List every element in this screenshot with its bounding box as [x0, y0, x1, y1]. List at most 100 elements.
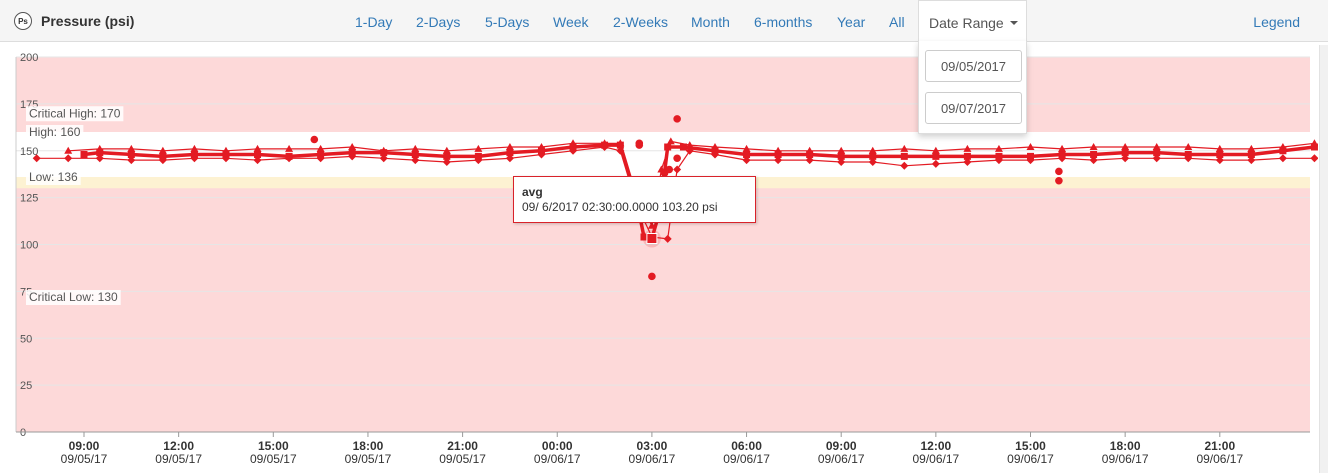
x-tick-time: 18:00 [1110, 439, 1141, 453]
series-point-avg [254, 151, 262, 158]
caret-down-icon [1010, 21, 1018, 25]
series-point-avg [1279, 147, 1287, 155]
series-point-max [900, 144, 909, 152]
tab-1-day[interactable]: 1-Day [355, 14, 393, 30]
series-point-max [379, 146, 388, 154]
series-point-min [805, 156, 814, 165]
threshold-label: High: 160 [26, 125, 84, 140]
pressure-chart: 0255075100125150175200Critical High: 170… [15, 52, 1318, 466]
x-tick-date: 09/05/17 [250, 452, 297, 466]
series-point-max [158, 146, 167, 154]
tab-6-months[interactable]: 6-months [754, 14, 813, 30]
threshold-label-text: Low: 136 [29, 170, 78, 184]
series-point-min [1089, 156, 1098, 165]
tab-all[interactable]: All [889, 14, 905, 30]
end-date-input[interactable] [925, 92, 1022, 124]
tab-2-weeks[interactable]: 2-Weeks [613, 14, 668, 30]
series-point-avg [664, 143, 672, 151]
series-point-min [1184, 154, 1193, 163]
series-point-avg [1121, 149, 1129, 157]
series-point-max [837, 146, 846, 154]
threshold-label-bg [26, 170, 81, 185]
tab-week[interactable]: Week [553, 14, 589, 30]
series-point-max [411, 144, 420, 152]
outlier-point [635, 141, 644, 149]
series-point-max [1278, 143, 1287, 150]
x-tick-time: 12:00 [920, 439, 951, 453]
x-tick-date: 09/05/17 [439, 452, 486, 466]
series-point-min [64, 154, 73, 163]
series-point-max [1247, 144, 1256, 152]
series-point-avg [743, 151, 751, 158]
series-point-max [1058, 144, 1067, 152]
series-point-avg [1247, 151, 1255, 158]
outlier-point [673, 154, 681, 163]
series-point-max [316, 144, 325, 152]
series-point-min [1058, 154, 1067, 163]
x-tick-time: 15:00 [1015, 439, 1046, 453]
series-point-max [742, 144, 751, 152]
scrollbar[interactable] [1319, 45, 1328, 473]
x-tick-time: 12:00 [163, 439, 194, 453]
series-point-avg [679, 143, 687, 151]
series-point-avg [506, 149, 514, 157]
x-tick-date: 09/06/17 [1102, 452, 1149, 466]
x-tick-time: 21:00 [1204, 439, 1235, 453]
series-point-max [64, 146, 73, 154]
x-tick-date: 09/06/17 [818, 452, 865, 466]
tab-month[interactable]: Month [691, 14, 730, 30]
series-point-max [442, 146, 451, 154]
series-point-max [1152, 143, 1161, 150]
series-point-min [931, 159, 940, 168]
series-point-min [32, 154, 41, 163]
threshold-label-text: Critical High: 170 [29, 106, 121, 120]
outlier-point [648, 272, 656, 281]
x-tick-date: 09/06/17 [629, 452, 676, 466]
series-point-max [1310, 139, 1318, 147]
series-point-avg [1216, 151, 1224, 158]
series-point-avg [80, 151, 88, 158]
series-point-min [711, 150, 719, 159]
tab-5-days[interactable]: 5-Days [485, 14, 530, 30]
tab-year[interactable]: Year [837, 14, 866, 30]
series-point-min [474, 156, 483, 165]
outlier-point [665, 165, 674, 174]
series-point-avg [640, 233, 648, 241]
series-point-avg [96, 149, 104, 157]
series-point-max [569, 139, 578, 147]
series-point-max [505, 143, 514, 150]
date-range-toggle[interactable]: Date Range [918, 0, 1027, 42]
series-point-min [900, 161, 909, 170]
series-point-max [1026, 143, 1035, 150]
series-point-max [994, 144, 1003, 152]
series-point-min [1152, 154, 1161, 163]
date-range-label: Date Range [929, 15, 1004, 31]
y-tick-label: 200 [20, 52, 38, 64]
outlier-point [310, 135, 319, 144]
tab-2-days[interactable]: 2-Days [416, 14, 461, 30]
series-point-avg [837, 152, 845, 160]
series-point-max [190, 144, 199, 152]
date-range-dropdown [918, 41, 1027, 134]
series-point-min [837, 158, 846, 166]
threshold-label-bg [26, 290, 121, 305]
legend-link[interactable]: Legend [1253, 14, 1300, 30]
y-tick-label: 125 [20, 193, 38, 205]
series-point-max [963, 144, 972, 152]
series-point-max [647, 221, 656, 229]
series-point-avg [443, 152, 451, 160]
series-point-avg [774, 151, 782, 158]
series-point-min [537, 150, 546, 159]
series-point-min [253, 156, 262, 165]
threshold-label: Low: 136 [26, 170, 81, 185]
x-tick-date: 09/06/17 [1196, 452, 1243, 466]
start-date-input[interactable] [925, 50, 1022, 82]
series-point-avg [806, 151, 814, 158]
series-point-max [537, 143, 546, 150]
series-point-avg [1310, 143, 1318, 151]
outlier-point [673, 115, 681, 123]
data-tooltip: avg 09/ 6/2017 02:30:00.0000 103.20 psi [513, 176, 756, 223]
series-point-avg [932, 152, 940, 160]
x-tick-date: 09/05/17 [61, 452, 108, 466]
x-tick-time: 18:00 [353, 439, 384, 453]
